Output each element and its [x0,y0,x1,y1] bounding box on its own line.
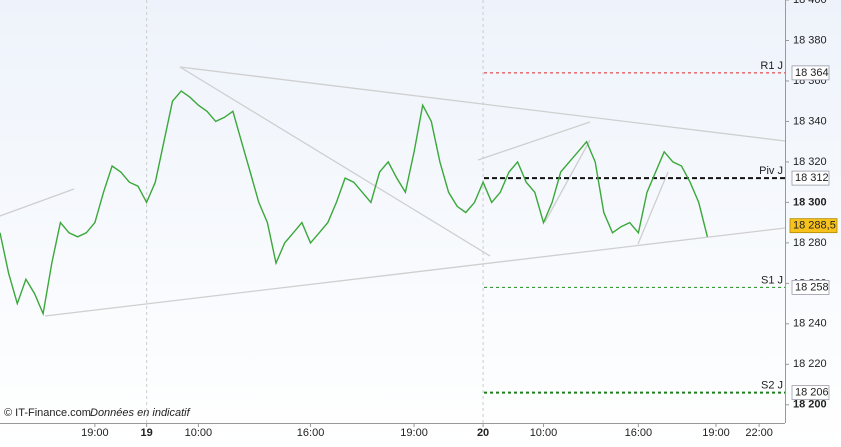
x-tick-label: 19 [141,427,153,439]
level-box [791,170,830,186]
trend-line [637,171,669,245]
trend-line [44,227,786,317]
level-box [791,385,830,401]
level-name: R1 J [760,60,783,72]
level-name: S2 J [761,380,783,392]
y-tick-label: 18 220 [793,358,827,370]
level-value: 18 206 [795,387,829,399]
trend-line [179,66,491,257]
price-line [0,90,709,317]
x-tick-label: 19:00 [702,427,730,439]
footer: © IT-Finance.com [4,407,91,419]
y-tick-label: 18 320 [793,156,827,168]
trend-line [0,188,75,217]
last-value-box [789,218,838,234]
last-value-label: 18 288,5 [793,220,836,232]
x-tick-label: 16:00 [625,427,653,439]
y-tick-label: 18 340 [793,115,827,127]
y-tick-label: 18 300 [793,196,827,208]
trend-line [544,139,591,223]
x-tick-label: 16:00 [297,427,325,439]
x-tick-label: 19:00 [400,427,428,439]
trend-line [477,121,591,161]
x-tick-label: 10:00 [530,427,558,439]
level-value: 18 364 [795,67,829,79]
y-tick-label: 18 240 [793,318,827,330]
x-tick-label: 19:00 [81,427,109,439]
level-box [791,279,830,295]
y-tick-label: 18 200 [793,399,827,411]
trend-line [179,66,786,142]
level-name: S1 J [761,274,783,286]
y-tick-label: 18 400 [793,0,827,6]
x-tick-label: 10:00 [185,427,213,439]
x-tick-label: 20 [477,427,489,439]
y-tick-label: 18 280 [793,237,827,249]
level-name: Piv J [759,165,783,177]
y-tick-label: 18 380 [793,34,827,46]
trend-lines [0,66,786,317]
footer-note: Données en indicatif [90,407,191,419]
x-tick-label: 22:00 [745,427,773,439]
level-value: 18 312 [795,172,829,184]
level-box [791,65,830,81]
level-value: 18 258 [795,281,829,293]
